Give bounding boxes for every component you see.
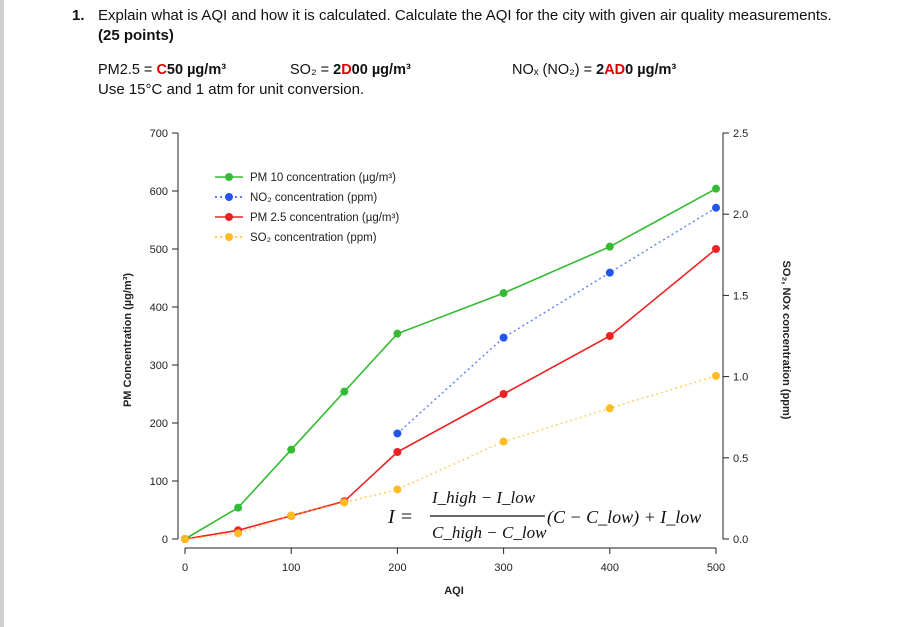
- so2-value-placeholder: D: [341, 62, 352, 78]
- question-body: Explain what is AQI and how it is calcul…: [98, 7, 832, 24]
- data-point: [234, 529, 243, 538]
- y2-tick-label: 1.5: [733, 290, 748, 302]
- y-tick-label: 100: [150, 476, 168, 488]
- chart-legend: PM 10 concentration (µg/m³) NO₂ concentra…: [215, 172, 399, 244]
- nox-value-placeholder: AD: [604, 62, 626, 78]
- legend-label: PM 2.5 concentration (µg/m³): [250, 212, 399, 224]
- pm25-measurement: PM2.5 = C50 µg/m³: [98, 62, 226, 78]
- x-tick-label: 100: [282, 562, 300, 574]
- data-point: [499, 289, 508, 298]
- question-number: 1.: [72, 7, 85, 24]
- y2-tick-label: 2.0: [733, 209, 748, 221]
- data-point: [393, 448, 402, 456]
- data-point: [712, 371, 720, 380]
- chart-points: [181, 184, 720, 543]
- legend-label: PM 10 concentration (µg/m³): [250, 172, 396, 184]
- y2-tick-label: 0.5: [733, 453, 748, 465]
- nox-measurement: NOₓ (NO₂) = 2AD0 µg/m³: [512, 62, 676, 78]
- formula-denominator: C_high − C_low: [432, 523, 547, 542]
- data-point: [393, 485, 402, 494]
- legend-swatch-marker: [225, 233, 233, 241]
- series-line: [184, 248, 717, 540]
- data-point: [181, 535, 189, 543]
- y-tick-label: 400: [150, 302, 168, 314]
- y2-tick-label: 0.0: [733, 534, 748, 546]
- y-tick-label: 600: [150, 186, 168, 198]
- conditions-text: Use 15°C and 1 atm for unit conversion.: [98, 81, 365, 98]
- y-axis-label: PM Concentration (µg/m³): [122, 273, 134, 407]
- y-tick-label: 700: [150, 128, 168, 140]
- x-tick-label: 500: [707, 562, 725, 574]
- legend-swatch-marker: [225, 213, 233, 221]
- formula-rhs: (C − C_low) + I_low: [547, 507, 701, 528]
- y-tick-label: 200: [150, 418, 168, 430]
- chart-lines: [184, 187, 717, 540]
- data-point: [605, 242, 614, 251]
- data-point: [499, 333, 508, 342]
- x-axis-label: AQI: [444, 585, 464, 597]
- y-tick-label: 300: [150, 360, 168, 372]
- data-point: [287, 445, 296, 454]
- y2-axis-label: SO₂, NOx concentration (ppm): [780, 261, 792, 420]
- x-tick-label: 0: [182, 562, 188, 574]
- series-line: [184, 187, 717, 540]
- x-tick-label: 300: [494, 562, 512, 574]
- so2-value-a: 2: [333, 62, 342, 78]
- pm25-value: 50 µg/m³: [166, 62, 227, 78]
- pm25-label: PM2.5 =: [98, 62, 153, 78]
- aqi-formula: I = I_high − I_low C_high − C_low (C − C…: [387, 488, 701, 542]
- nox-label: NOₓ (NO₂) =: [512, 62, 593, 78]
- legend-label: NO₂ concentration (ppm): [250, 192, 377, 204]
- legend-swatch-marker: [225, 193, 233, 201]
- nox-value-a: 2: [596, 62, 605, 78]
- so2-measurement: SO₂ = 2D00 µg/m³: [290, 62, 411, 78]
- formula-numerator: I_high − I_low: [431, 488, 536, 507]
- data-point: [605, 404, 614, 413]
- y-tick-label: 0: [162, 534, 168, 546]
- y2-tick-label: 1.0: [733, 372, 748, 384]
- data-point: [499, 390, 508, 398]
- series-line: [184, 375, 717, 540]
- chart-axes: 0 100 200 300 400 500 600 700 0.0 0.5 1.0 1.5 2.0 2.5…: [150, 128, 749, 574]
- series-line: [396, 207, 717, 434]
- question-points: (25 points): [98, 27, 174, 44]
- legend-label: SO₂ concentration (ppm): [250, 232, 377, 244]
- data-point: [287, 511, 296, 520]
- data-point: [393, 429, 402, 438]
- so2-value-b: 00 µg/m³: [351, 62, 411, 78]
- y-tick-label: 500: [150, 244, 168, 256]
- data-point: [340, 387, 349, 396]
- question-text: Explain what is AQI and how it is calcul…: [98, 6, 838, 46]
- data-point: [340, 498, 349, 507]
- x-tick-label: 200: [388, 562, 406, 574]
- x-tick-label: 400: [601, 562, 619, 574]
- data-point: [234, 503, 243, 512]
- page-edge: [0, 0, 4, 627]
- formula-lhs: I =: [387, 506, 413, 528]
- data-point: [605, 268, 614, 277]
- data-point: [499, 437, 508, 446]
- data-point: [712, 245, 720, 253]
- so2-label: SO₂ =: [290, 62, 330, 78]
- pm25-value-placeholder: C: [156, 62, 167, 78]
- y2-tick-label: 2.5: [733, 128, 748, 140]
- data-point: [393, 329, 402, 338]
- data-point: [605, 332, 614, 340]
- legend-swatch-marker: [225, 173, 233, 181]
- data-point: [712, 203, 720, 212]
- data-point: [712, 184, 720, 193]
- nox-value-b: 0 µg/m³: [625, 62, 677, 78]
